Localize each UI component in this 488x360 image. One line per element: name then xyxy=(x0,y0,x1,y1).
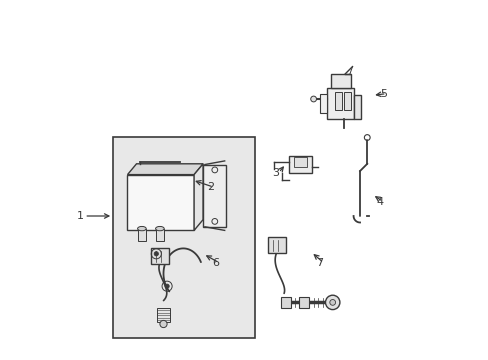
FancyBboxPatch shape xyxy=(151,248,168,264)
Bar xyxy=(326,88,354,119)
Text: 5: 5 xyxy=(379,89,386,99)
Circle shape xyxy=(329,300,335,305)
Bar xyxy=(203,165,226,227)
Circle shape xyxy=(160,320,167,328)
Bar xyxy=(157,308,170,322)
Bar xyxy=(294,157,306,167)
Bar xyxy=(298,297,309,308)
Bar xyxy=(334,92,341,110)
Text: 4: 4 xyxy=(375,197,382,207)
FancyBboxPatch shape xyxy=(267,237,285,253)
Text: 6: 6 xyxy=(212,258,219,268)
Bar xyxy=(127,175,194,230)
Text: 7: 7 xyxy=(316,258,323,268)
Bar xyxy=(280,297,290,308)
Circle shape xyxy=(310,96,316,102)
Bar xyxy=(343,92,350,110)
Bar xyxy=(288,156,311,173)
Ellipse shape xyxy=(137,226,146,231)
Circle shape xyxy=(154,252,158,256)
Bar xyxy=(320,94,326,113)
Text: 1: 1 xyxy=(77,211,84,221)
Text: 2: 2 xyxy=(206,182,213,192)
Text: 3: 3 xyxy=(271,168,278,178)
Polygon shape xyxy=(127,164,203,175)
Circle shape xyxy=(325,295,339,310)
Polygon shape xyxy=(194,164,203,230)
Bar xyxy=(137,229,146,241)
Bar xyxy=(354,95,361,119)
Bar xyxy=(330,74,350,88)
Bar xyxy=(113,137,255,338)
Bar xyxy=(155,229,164,241)
Ellipse shape xyxy=(155,226,164,231)
Circle shape xyxy=(164,284,169,288)
